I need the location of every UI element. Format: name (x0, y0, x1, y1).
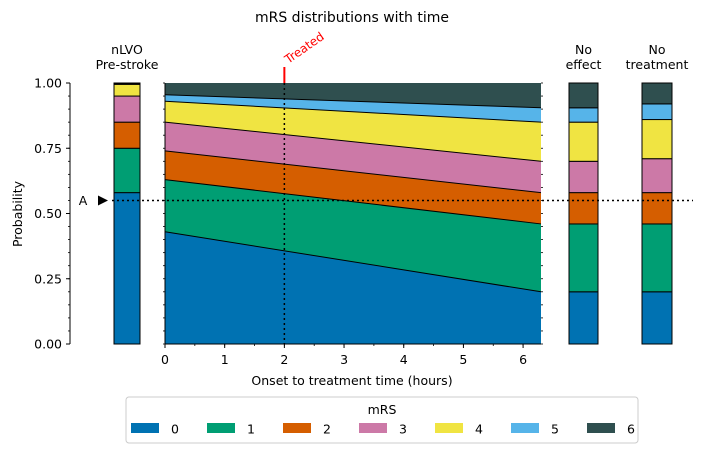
x-tick-label: 4 (400, 352, 408, 367)
y-tick-label: 0.25 (34, 271, 62, 286)
legend: mRS 0 1 2 3 4 5 6 (125, 396, 639, 444)
bar-3-segment-mrs-5 (641, 103, 673, 121)
legend-swatch-mrs-6 (587, 423, 615, 433)
legend-label-mrs-0: 0 (171, 422, 179, 437)
plot-layer: 0 1 2 3 4 5 6nLVOPre-strokeNoeffectNotreatment… (34, 29, 693, 367)
legend-label-mrs-6: 6 (627, 422, 635, 437)
area-mrs-4 (165, 101, 541, 162)
legend-swatch-mrs-0 (131, 423, 159, 433)
x-tick-label: 2 (280, 352, 288, 367)
bar-1-segment-mrs-6 (113, 82, 141, 85)
x-tick-label: 6 (519, 352, 527, 367)
boundary-line-mrs-0 (164, 231, 542, 293)
legend-label-mrs-4: 4 (475, 422, 483, 437)
boundary-line-mrs-4 (164, 100, 542, 123)
legend-swatch-mrs-1 (207, 423, 235, 433)
bar-1-segment-mrs-0 (113, 192, 141, 345)
bar-3-header: No (649, 42, 666, 57)
bar-2-segment-mrs-0 (568, 291, 599, 345)
y-axis-label: Probability (10, 180, 25, 247)
legend-label-mrs-2: 2 (323, 422, 331, 437)
bar-3-segment-mrs-2 (641, 192, 673, 225)
legend-swatch-mrs-3 (359, 423, 387, 433)
treated-label: Treated (281, 29, 326, 67)
bar-2-segment-mrs-2 (568, 192, 599, 225)
bar-3-segment-mrs-6 (641, 82, 673, 105)
x-tick-label: 1 (221, 352, 229, 367)
area-mrs-1 (165, 179, 541, 292)
marker-a-arrow (98, 195, 108, 206)
boundary-line-mrs-3 (164, 121, 542, 162)
boundary-line-mrs-2 (164, 150, 542, 194)
bar-2-header: No (575, 42, 592, 57)
legend-title: mRS (368, 402, 397, 417)
bar-2-segment-mrs-5 (568, 107, 599, 123)
area-mrs-5 (165, 94, 541, 123)
bar-1-segment-mrs-3 (113, 95, 141, 123)
bar-3-header: treatment (626, 57, 689, 72)
marker-a-label: A (79, 193, 88, 208)
boundary-line-mrs-5 (164, 94, 542, 109)
legend-label-mrs-5: 5 (551, 422, 559, 437)
bar-2-segment-mrs-4 (568, 121, 599, 162)
legend-swatch-mrs-5 (511, 423, 539, 433)
bar-3-segment-mrs-3 (641, 158, 673, 194)
boundary-line-mrs-1 (164, 179, 542, 225)
legend-label-mrs-3: 3 (399, 422, 407, 437)
bar-3-segment-mrs-1 (641, 223, 673, 293)
x-tick-label: 5 (459, 352, 467, 367)
legend-label-mrs-1: 1 (247, 422, 255, 437)
bar-1-segment-mrs-4 (113, 83, 141, 97)
bar-3-segment-mrs-4 (641, 119, 673, 160)
area-mrs-6 (165, 83, 541, 108)
chart-title: mRS distributions with time (255, 10, 449, 26)
bar-2-segment-mrs-6 (568, 82, 599, 109)
y-tick-label: 0.50 (34, 206, 62, 221)
bar-3-segment-mrs-0 (641, 291, 673, 345)
y-tick-label: 0.00 (34, 337, 62, 352)
legend-swatch-mrs-2 (283, 423, 311, 433)
y-tick-label: 0.75 (34, 141, 62, 156)
bar-1-segment-mrs-1 (113, 147, 141, 194)
y-tick-label: 1.00 (34, 76, 62, 91)
area-mrs-3 (165, 122, 541, 193)
bar-1-header: nLVO (111, 42, 143, 57)
x-tick-label: 3 (340, 352, 348, 367)
bar-1-segment-mrs-2 (113, 121, 141, 149)
bar-1-header: Pre-stroke (96, 57, 159, 72)
x-axis-label: Onset to treatment time (hours) (251, 373, 452, 388)
area-mrs-0 (165, 231, 541, 344)
x-tick-label: 0 (161, 352, 169, 367)
area-mrs-2 (165, 150, 541, 224)
legend-swatch-mrs-4 (435, 423, 463, 433)
bar-2-segment-mrs-3 (568, 160, 599, 194)
legend-frame (125, 396, 639, 444)
bar-2-header: effect (566, 57, 602, 72)
bar-2-segment-mrs-1 (568, 223, 599, 293)
